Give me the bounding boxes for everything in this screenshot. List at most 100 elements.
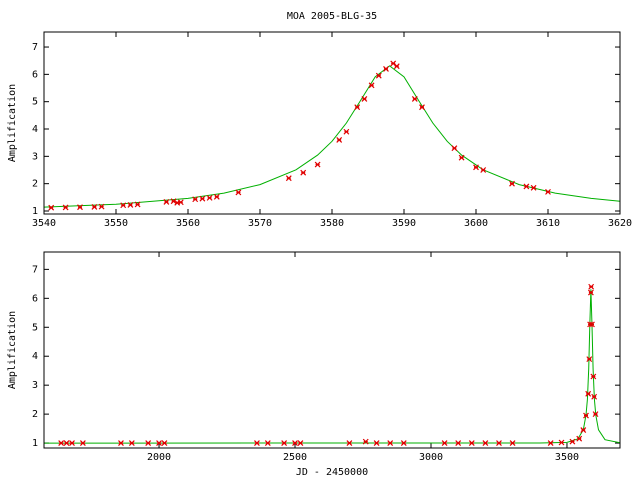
data-point: [297, 440, 304, 447]
y-tick-label: 7: [32, 42, 38, 53]
data-point: [118, 440, 124, 447]
data-point: [79, 440, 86, 447]
data-point: [545, 188, 551, 195]
data-point: [400, 440, 407, 447]
data-point: [69, 440, 75, 447]
data-point: [583, 412, 589, 419]
data-point: [569, 438, 576, 445]
model-curve: [43, 65, 621, 208]
plot-border: [43, 251, 621, 449]
y-tick-label: 1: [32, 206, 38, 217]
data-point: [468, 440, 475, 447]
data-point: [346, 440, 353, 447]
data-point: [213, 193, 220, 200]
data-point: [509, 180, 515, 187]
data-point: [383, 65, 389, 72]
data-point: [120, 202, 127, 209]
x-axis-label: JD - 2450000: [296, 467, 368, 478]
y-axis-label: Amplification: [7, 311, 18, 389]
data-point: [588, 283, 595, 290]
x-tick-label: 3540: [32, 218, 56, 229]
data-point: [343, 128, 350, 135]
data-point: [285, 175, 292, 182]
model-curve: [43, 289, 621, 444]
data-point: [455, 440, 462, 447]
data-point: [480, 167, 487, 173]
x-tick-label: 3580: [320, 218, 344, 229]
data-point: [368, 82, 375, 89]
data-point: [145, 440, 152, 447]
data-point: [375, 72, 382, 79]
y-tick-label: 4: [32, 124, 38, 135]
data-point: [206, 194, 213, 201]
data-point: [134, 201, 141, 208]
data-point: [192, 196, 199, 203]
data-point: [362, 438, 369, 445]
data-point: [199, 195, 206, 202]
data-point: [576, 435, 583, 442]
data-point: [281, 440, 288, 447]
data-point: [314, 161, 321, 168]
data-point: [254, 440, 260, 447]
data-point: [393, 63, 400, 70]
data-point: [547, 440, 554, 447]
x-tick-label: 3550: [104, 218, 128, 229]
data-point: [419, 104, 425, 111]
data-point: [177, 199, 184, 206]
data-point: [592, 411, 599, 418]
y-tick-label: 3: [32, 380, 38, 391]
data-point: [530, 184, 537, 191]
data-point: [473, 164, 479, 171]
y-tick-label: 5: [32, 97, 38, 108]
data-point: [589, 321, 595, 328]
y-tick-label: 3: [32, 151, 38, 162]
data-point: [496, 440, 502, 447]
data-point: [591, 393, 598, 400]
data-point: [580, 427, 587, 433]
data-point: [48, 204, 55, 211]
data-point: [411, 96, 418, 102]
x-tick-label: 3610: [536, 218, 560, 229]
chart-title: MOA 2005-BLG-35: [287, 11, 377, 22]
data-point: [441, 440, 448, 447]
data-point: [62, 204, 69, 211]
data-point: [235, 189, 242, 196]
data-point: [98, 203, 105, 210]
data-point: [161, 440, 168, 447]
y-tick-label: 5: [32, 322, 38, 333]
data-point: [387, 440, 394, 447]
data-point: [390, 60, 397, 67]
y-tick-label: 2: [32, 179, 38, 190]
y-tick-label: 7: [32, 264, 38, 275]
y-tick-label: 6: [32, 293, 38, 304]
x-tick-label: 2500: [283, 452, 307, 463]
data-point: [586, 356, 593, 363]
data-point: [127, 202, 134, 208]
data-point: [300, 169, 307, 176]
data-point: [163, 199, 170, 205]
data-point: [292, 440, 298, 447]
x-tick-label: 3590: [392, 218, 416, 229]
data-point: [458, 154, 465, 161]
plot-border: [43, 31, 621, 215]
data-point: [451, 145, 458, 152]
x-tick-label: 3620: [608, 218, 632, 229]
y-tick-label: 4: [32, 351, 38, 362]
y-axis-label: Amplification: [7, 84, 18, 162]
x-tick-label: 3000: [419, 452, 443, 463]
data-point: [558, 439, 565, 446]
data-point: [509, 440, 516, 447]
x-tick-label: 3500: [555, 452, 579, 463]
y-tick-label: 2: [32, 409, 38, 420]
x-tick-label: 3560: [176, 218, 200, 229]
data-point: [264, 440, 271, 447]
data-point: [373, 440, 380, 447]
data-point: [336, 137, 343, 143]
data-point: [77, 204, 83, 211]
y-tick-label: 6: [32, 69, 38, 80]
data-point: [361, 96, 368, 102]
y-tick-label: 1: [32, 438, 38, 449]
data-point: [128, 440, 135, 447]
data-point: [590, 373, 597, 380]
